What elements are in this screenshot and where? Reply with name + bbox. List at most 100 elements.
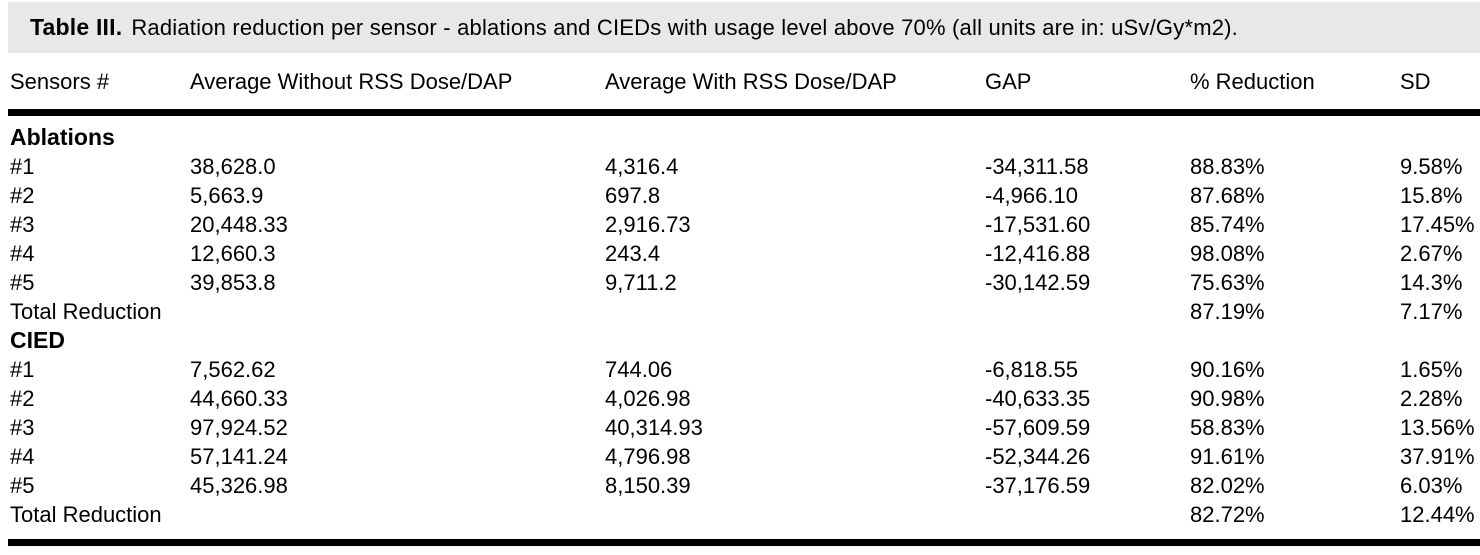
table-row: #5 39,853.8 9,711.2 -30,142.59 75.63% 14… [0,268,1480,297]
cell: -6,818.55 [985,357,1078,382]
table-header: Sensors # Average Without RSS Dose/DAP A… [0,53,1480,109]
cell: #5 [10,473,35,498]
cell: 4,026.98 [605,386,691,411]
cell: 6.03% [1400,473,1463,498]
table-row: #2 5,663.9 697.8 -4,966.10 87.68% 15.8% [0,181,1480,210]
cell: 12,660.3 [190,241,276,266]
cell: -12,416.88 [985,241,1091,266]
cell: Total Reduction [10,299,162,324]
cell: 2.28% [1400,386,1463,411]
cell: 85.74% [1190,212,1265,237]
cell [975,297,1180,326]
cell: 38,628.0 [190,154,276,179]
column-header-avg-with-rss: Average With RSS Dose/DAP [605,69,897,94]
column-header-sd: SD [1400,69,1431,94]
cell: 90.98% [1190,386,1265,411]
total-row-ablations: Total Reduction 87.19% 7.17% [0,297,1480,326]
column-header-pct-reduction: % Reduction [1190,69,1315,94]
table-caption-band: Table III. Radiation reduction per senso… [8,2,1480,53]
section-header-row-cied: CIED [0,326,1480,355]
cell: 15.8% [1400,183,1463,208]
cell: 45,326.98 [190,473,288,498]
cell: 75.63% [1190,270,1265,295]
cell: -30,142.59 [985,270,1091,295]
cell: 20,448.33 [190,212,288,237]
cell: 4,316.4 [605,154,679,179]
cell: -17,531.60 [985,212,1091,237]
table-row: #4 12,660.3 243.4 -12,416.88 98.08% 2.67… [0,239,1480,268]
column-header-gap: GAP [985,69,1032,94]
column-header-avg-without-rss: Average Without RSS Dose/DAP [190,69,513,94]
cell: #5 [10,270,35,295]
cell: 44,660.33 [190,386,288,411]
cell: #1 [10,357,35,382]
section-header-row-ablations: Ablations [0,123,1480,152]
cell: 40,314.93 [605,415,703,440]
cell: Total Reduction [10,502,162,527]
cell: -34,311.58 [985,154,1089,179]
cell [595,500,975,529]
table-row: #3 97,924.52 40,314.93 -57,609.59 58.83%… [0,413,1480,442]
cell: 17.45% [1400,212,1475,237]
table-row: #2 44,660.33 4,026.98 -40,633.35 90.98% … [0,384,1480,413]
cell: 90.16% [1190,357,1265,382]
cell: 98.08% [1190,241,1265,266]
section-title: CIED [10,327,65,353]
cell: 697.8 [605,183,661,208]
cell: 88.83% [1190,154,1265,179]
cell: 2,916.73 [605,212,691,237]
cell: 9,711.2 [605,270,677,295]
cell: -4,966.10 [985,183,1078,208]
cell: #2 [10,183,35,208]
cell: 13.56% [1400,415,1475,440]
cell: 9.58% [1400,154,1463,179]
cell: 243.4 [605,241,661,266]
cell: 5,663.9 [190,183,264,208]
cell: 14.3% [1400,270,1463,295]
cell: -57,609.59 [985,415,1091,440]
cell: 82.02% [1190,473,1265,498]
cell: -37,176.59 [985,473,1091,498]
cell: 57,141.24 [190,444,288,469]
header-rule [8,109,1480,116]
cell [180,297,595,326]
cell: 58.83% [1190,415,1265,440]
cell: 2.67% [1400,241,1463,266]
cell: 7,562.62 [190,357,276,382]
cell [595,297,975,326]
table-row: #3 20,448.33 2,916.73 -17,531.60 85.74% … [0,210,1480,239]
table-caption-text: Radiation reduction per sensor - ablatio… [131,14,1238,40]
cell: 39,853.8 [190,270,276,295]
bottom-rule [8,539,1480,546]
section-title: Ablations [10,124,115,150]
cell: #1 [10,154,35,179]
cell: #3 [10,415,35,440]
cell: 37.91% [1400,444,1475,469]
cell: 87.19% [1190,299,1265,324]
cell: 12.44% [1400,502,1475,527]
cell: 744.06 [605,357,673,382]
cell: 1.65% [1400,357,1463,382]
column-header-sensors: Sensors # [10,69,110,94]
cell: -40,633.35 [985,386,1091,411]
cell: 87.68% [1190,183,1265,208]
cell: 82.72% [1190,502,1265,527]
cell: -52,344.26 [985,444,1091,469]
cell: #4 [10,444,35,469]
total-row-cied: Total Reduction 82.72% 12.44% [0,500,1480,529]
table-row: #4 57,141.24 4,796.98 -52,344.26 91.61% … [0,442,1480,471]
cell [180,500,595,529]
cell: 4,796.98 [605,444,691,469]
data-table: Ablations #1 38,628.0 4,316.4 -34,311.58… [0,123,1480,529]
cell: 8,150.39 [605,473,691,498]
cell: #4 [10,241,35,266]
table-label: Table III. [30,14,123,40]
table-row: #1 7,562.62 744.06 -6,818.55 90.16% 1.65… [0,355,1480,384]
cell: 7.17% [1400,299,1463,324]
table-row: #1 38,628.0 4,316.4 -34,311.58 88.83% 9.… [0,152,1480,181]
table-row: #5 45,326.98 8,150.39 -37,176.59 82.02% … [0,471,1480,500]
cell: 97,924.52 [190,415,288,440]
header-row: Sensors # Average Without RSS Dose/DAP A… [0,53,1480,109]
cell [975,500,1180,529]
cell: 91.61% [1190,444,1265,469]
